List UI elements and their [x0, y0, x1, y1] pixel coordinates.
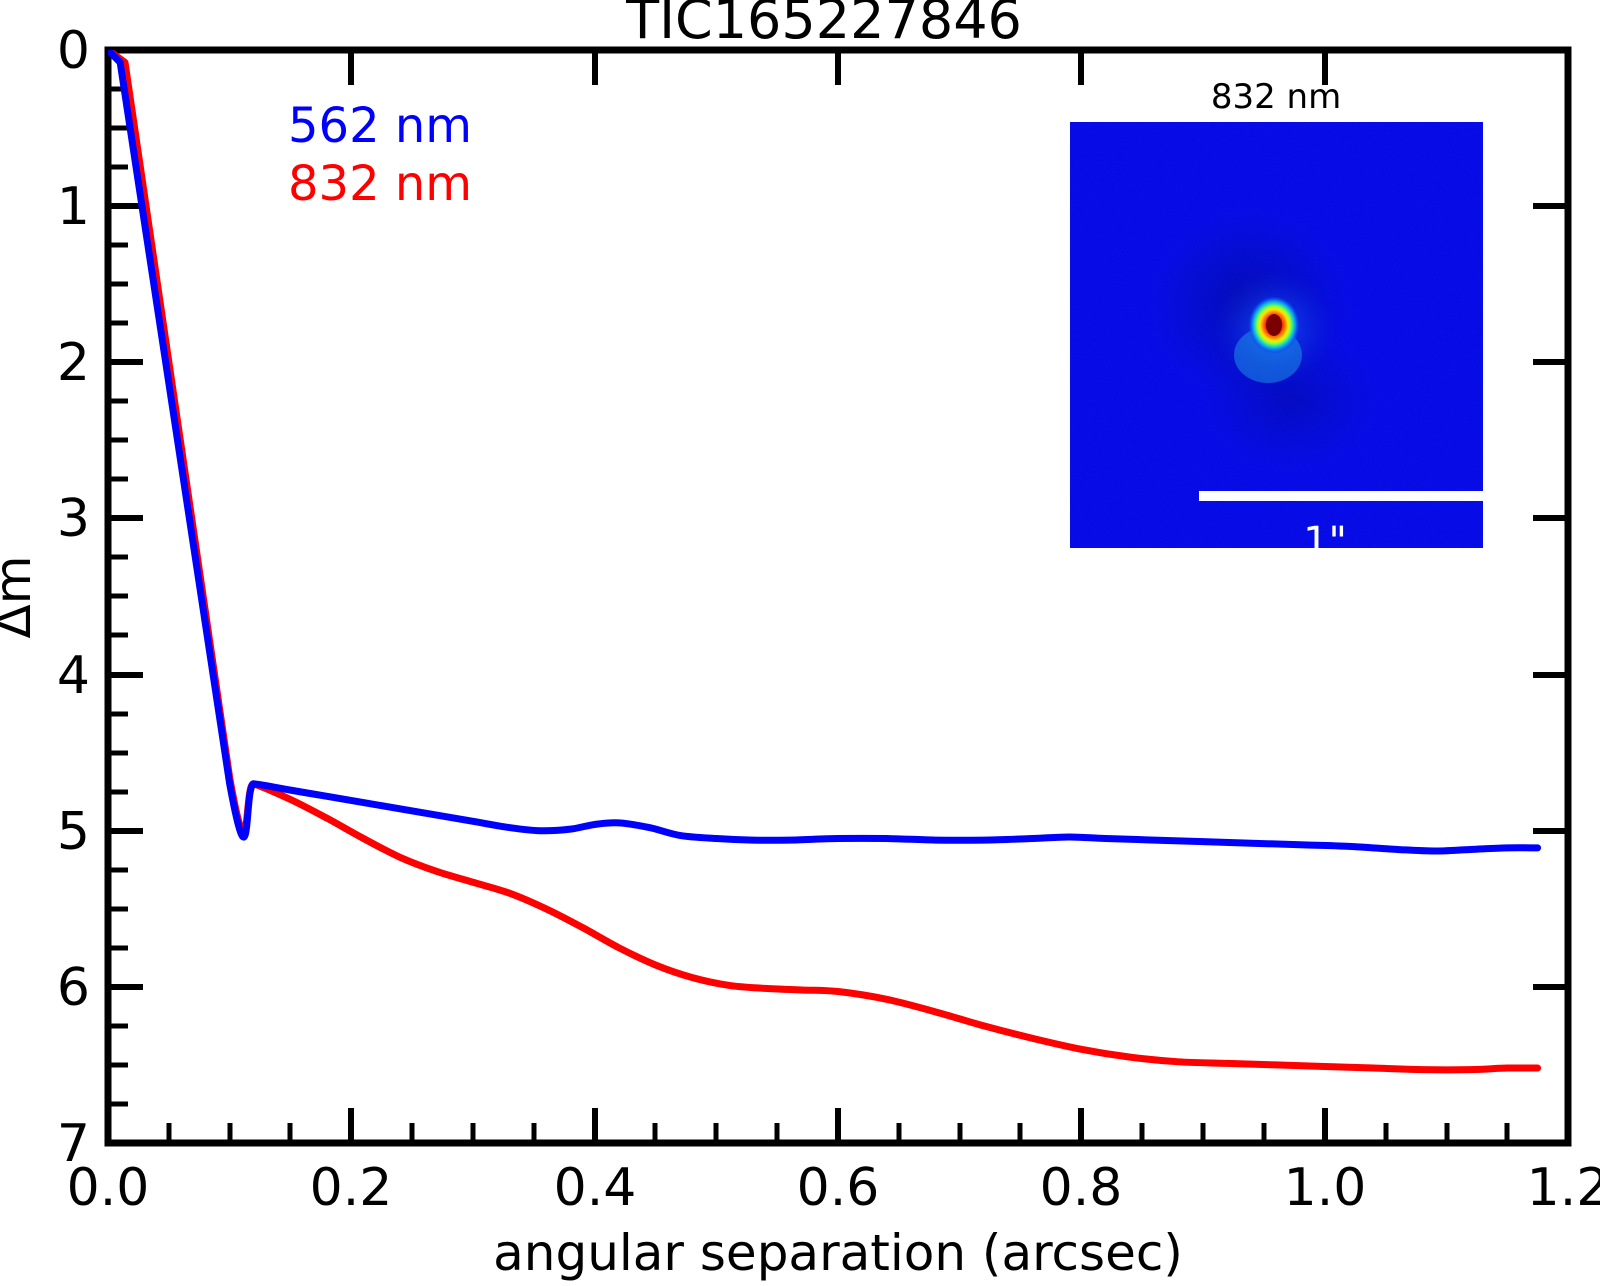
y-axis-label: Δm — [0, 556, 42, 639]
y-tick-label: 3 — [57, 489, 90, 549]
series-line-562nm — [108, 50, 1542, 855]
legend-item-832nm: 832 nm — [288, 156, 472, 212]
y-tick-label: 5 — [57, 802, 90, 862]
y-tick-label: 1 — [57, 177, 90, 237]
x-axis-tick-labels: 0.0 0.2 0.4 0.6 0.8 1.0 1.2 — [67, 1158, 1600, 1218]
x-tick-label: 0.2 — [310, 1158, 393, 1218]
x-tick-label: 0.8 — [1040, 1158, 1123, 1218]
x-tick-label: 1.2 — [1527, 1158, 1600, 1218]
x-tick-label: 0.0 — [67, 1158, 150, 1218]
y-axis-tick-labels: 0 1 2 3 4 5 6 7 — [57, 21, 90, 1174]
legend-item-562nm: 562 nm — [288, 98, 472, 154]
inset-psf-peak — [1266, 314, 1282, 336]
y-tick-label: 2 — [57, 333, 90, 393]
inset-speckle-image: 832 nm 1" — [1070, 77, 1483, 565]
x-axis-ticks — [105, 50, 1571, 1143]
x-tick-label: 0.6 — [797, 1158, 880, 1218]
y-axis-ticks — [108, 47, 1568, 1146]
series-line-832nm — [108, 50, 1542, 1074]
x-tick-label: 1.0 — [1284, 1158, 1367, 1218]
legend: 562 nm 832 nm — [288, 98, 472, 212]
inset-title: 832 nm — [1211, 77, 1341, 117]
data-series-group — [108, 50, 1542, 1074]
x-axis-minor-ticks — [166, 1123, 1510, 1143]
inset-scalebar — [1199, 491, 1483, 501]
y-tick-label: 4 — [57, 646, 90, 706]
y-axis-minor-ticks — [108, 86, 128, 1107]
page-title: TIC165227846 — [625, 0, 1022, 51]
y-tick-label: 0 — [57, 21, 90, 81]
x-axis-label: angular separation (arcsec) — [493, 1224, 1183, 1282]
y-tick-label: 7 — [57, 1114, 90, 1174]
inset-scalebar-label: 1" — [1303, 519, 1347, 565]
x-tick-label: 0.4 — [554, 1158, 637, 1218]
y-tick-label: 6 — [57, 958, 90, 1018]
